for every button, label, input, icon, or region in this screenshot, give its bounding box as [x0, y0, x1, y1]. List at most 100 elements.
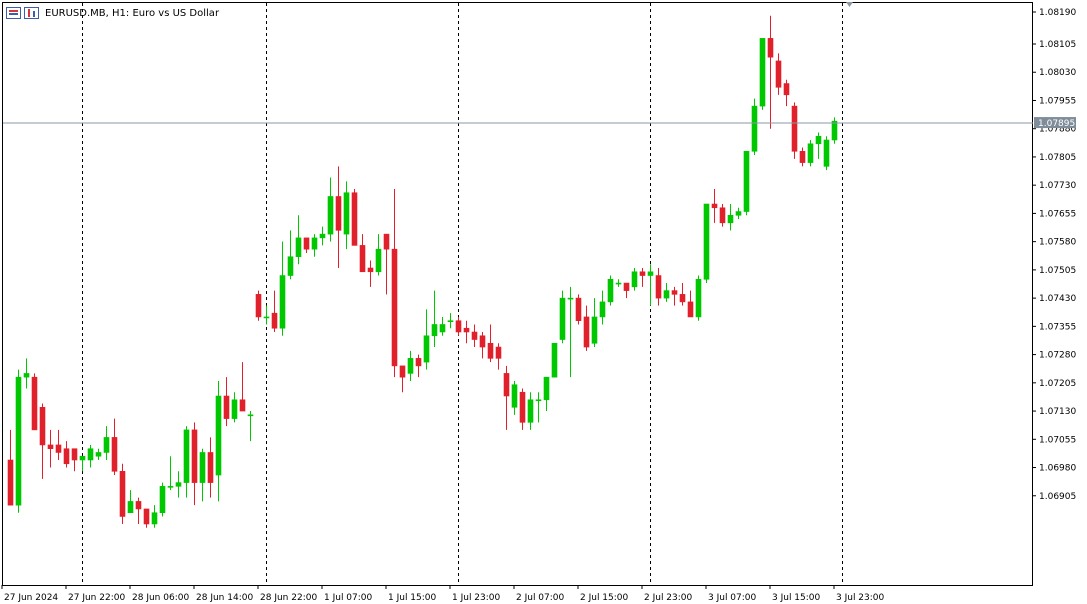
bull-candle: [599, 290, 606, 325]
candle-body: [143, 508, 150, 525]
x-tick-label: 27 Jun 22:00: [68, 593, 125, 603]
candle-body: [767, 38, 774, 58]
bull-candle: [535, 392, 542, 423]
bull-candle: [559, 290, 566, 344]
candle-body: [495, 346, 502, 359]
candle-body: [647, 271, 654, 276]
y-tick-label: 1.08190: [1039, 8, 1076, 18]
chart-type-icon[interactable]: [24, 7, 39, 19]
candle-body: [183, 429, 190, 483]
bull-candle: [95, 448, 102, 460]
candle-body: [231, 399, 238, 419]
bear-candle: [271, 290, 278, 332]
candle-body: [607, 278, 614, 303]
bear-candle: [479, 332, 486, 359]
current-price-tag: [1034, 117, 1076, 129]
candle-body: [271, 312, 278, 329]
y-tick-label: 1.07205: [1039, 379, 1076, 389]
candle-body: [343, 192, 350, 235]
candle-body: [207, 452, 214, 483]
bear-candle: [767, 15, 774, 129]
bull-candle: [591, 298, 598, 348]
y-tick-label: 1.07355: [1039, 322, 1076, 332]
candle-body: [823, 139, 830, 167]
candle-body: [703, 203, 710, 280]
chart-properties-icon[interactable]: [6, 7, 21, 19]
candle-body: [799, 150, 806, 163]
symbol-label: EURUSD.MB: [45, 7, 106, 19]
bear-candle: [495, 343, 502, 370]
y-tick-label: 1.07880: [1039, 125, 1076, 135]
y-tick-label: 1.07655: [1039, 209, 1076, 219]
bull-candle: [375, 234, 382, 276]
candle-body: [279, 275, 286, 329]
bull-candle: [423, 309, 430, 370]
candle-body: [375, 248, 382, 273]
bull-candle: [327, 177, 334, 242]
candle-body: [423, 335, 430, 363]
bear-candle: [351, 188, 358, 246]
candle-body: [727, 214, 734, 224]
candle-body: [95, 452, 102, 457]
y-tick-label: 1.07730: [1039, 181, 1076, 191]
y-tick-label: 1.08105: [1039, 40, 1076, 50]
bull-candle: [215, 380, 222, 502]
bear-candle: [31, 373, 38, 431]
bear-candle: [191, 422, 198, 506]
bull-candle: [183, 426, 190, 498]
bull-candle: [263, 305, 270, 325]
current-price-value: 1.07895: [1038, 119, 1075, 129]
bull-candle: [343, 181, 350, 250]
candle-body: [359, 245, 366, 273]
candle-body: [31, 376, 38, 431]
bear-candle: [55, 429, 62, 460]
candle-body: [287, 256, 294, 276]
candle-body: [671, 290, 678, 295]
candle-body: [615, 282, 622, 285]
bear-candle: [207, 437, 214, 498]
bear-candle: [71, 448, 78, 472]
bear-candle: [519, 388, 526, 430]
candle-body: [383, 233, 390, 250]
bear-candle: [135, 497, 142, 524]
candle-body: [455, 320, 462, 333]
x-tick-label: 3 Jul 23:00: [836, 593, 885, 603]
candle-body: [319, 233, 326, 239]
x-tick-label: 3 Jul 15:00: [772, 593, 821, 603]
candle-body: [735, 211, 742, 216]
candle-body: [327, 196, 334, 235]
bull-candle: [167, 456, 174, 491]
candle-body: [255, 294, 262, 318]
bull-candle: [407, 350, 414, 381]
candle-body: [831, 120, 838, 141]
candle-body: [567, 297, 574, 300]
candle-body: [367, 267, 374, 273]
bull-candle: [79, 455, 86, 472]
bear-candle: [359, 234, 366, 273]
x-tick-label: 1 Jul 23:00: [452, 593, 501, 603]
price-axis: 1.081901.081051.080301.079551.078801.078…: [1032, 8, 1076, 502]
y-tick-label: 1.07280: [1039, 351, 1076, 361]
candle-body: [535, 399, 542, 402]
bull-candle: [279, 241, 286, 336]
bull-candle: [543, 376, 550, 412]
candle-body: [711, 203, 718, 209]
chart-shift-marker-icon[interactable]: [846, 2, 853, 7]
candle-body: [167, 486, 174, 488]
candle-body: [199, 452, 206, 483]
candle-body: [311, 237, 318, 250]
bear-candle: [623, 282, 630, 299]
title-separator: ,: [105, 7, 112, 19]
bear-candle: [143, 508, 150, 528]
bear-candle: [471, 324, 478, 348]
candle-body: [687, 301, 694, 318]
bull-candle: [807, 140, 814, 167]
candle-body: [135, 501, 142, 510]
bull-candle: [615, 279, 622, 287]
candle-body: [655, 275, 662, 299]
y-tick-label: 1.07505: [1039, 266, 1076, 276]
candle-body: [599, 301, 606, 318]
axes: [2, 2, 1033, 586]
candle-body: [151, 512, 158, 525]
